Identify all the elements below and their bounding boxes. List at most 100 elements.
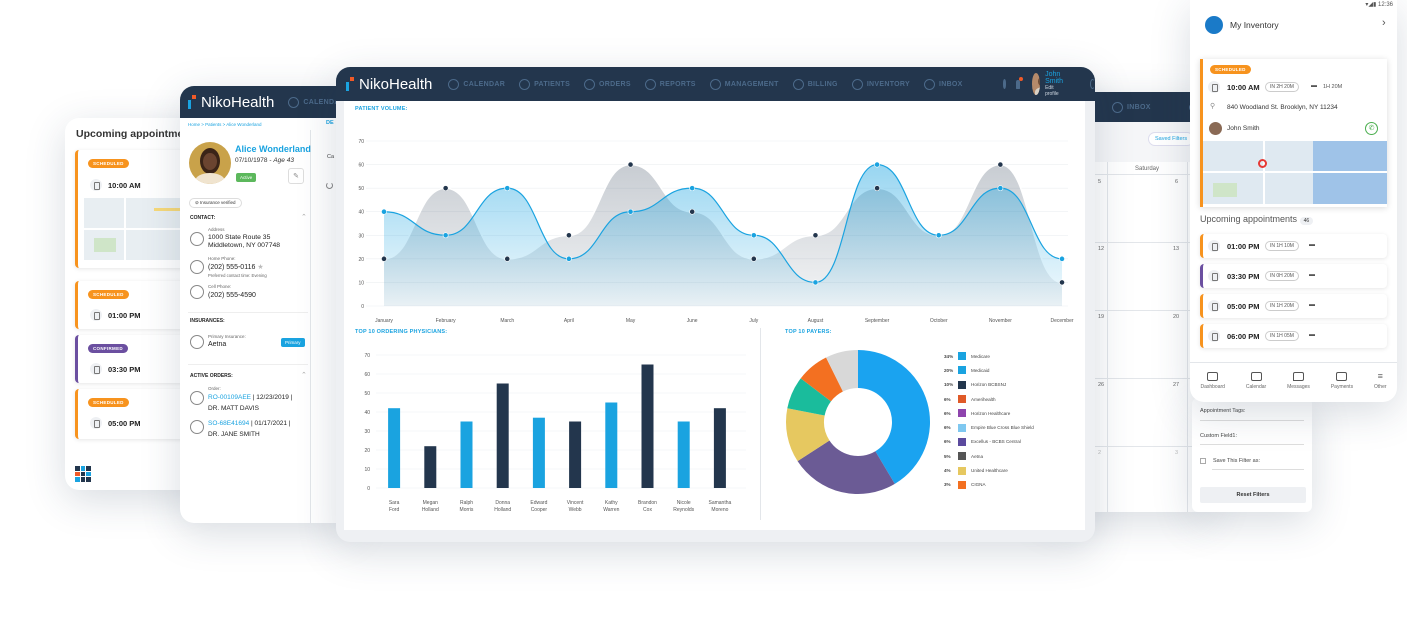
- data-point: [812, 279, 819, 286]
- bar: [424, 446, 437, 488]
- day-number[interactable]: 3: [1175, 450, 1179, 456]
- saved-filters-button[interactable]: Saved Filters: [1148, 132, 1195, 146]
- tab-payments[interactable]: Payments: [1331, 372, 1353, 390]
- order-doctor-1: DR. MATT DAVIS: [208, 405, 259, 412]
- tab-dashboard[interactable]: Dashboard: [1200, 372, 1225, 390]
- bar: [496, 383, 509, 488]
- day-number[interactable]: 13: [1173, 246, 1180, 252]
- legend-percent: 10%: [944, 382, 954, 388]
- car-icon: ▬: [1309, 332, 1315, 338]
- y-tick-label: 70: [364, 353, 370, 359]
- y-tick-label: 20: [364, 448, 370, 454]
- tags-label[interactable]: Appointment Tags:: [1200, 408, 1246, 414]
- left-appt-1[interactable]: SCHEDULED 10:00 AM: [75, 150, 195, 268]
- tab-other[interactable]: ≡ Other: [1374, 371, 1387, 391]
- left-appt-2[interactable]: SCHEDULED 01:00 PM: [75, 281, 195, 329]
- pie-slice: [786, 408, 830, 462]
- nav-calendar[interactable]: CALENDAR: [448, 78, 505, 90]
- x-tick-label: Cox: [643, 507, 652, 513]
- save-filter-checkbox[interactable]: [1200, 458, 1206, 464]
- logout-icon[interactable]: [1089, 79, 1095, 89]
- user-menu[interactable]: John Smith Edit profile: [1045, 71, 1063, 97]
- mobile-appt-4[interactable]: 06:00 PM IN 1H 05M ▬: [1200, 324, 1387, 348]
- collapse-icon[interactable]: ⌃: [301, 372, 307, 379]
- nav-patients[interactable]: PATIENTS: [519, 78, 570, 90]
- day-number[interactable]: 27: [1173, 382, 1180, 388]
- data-point: [1059, 279, 1065, 286]
- brand-logo[interactable]: NikoHealth: [346, 76, 432, 93]
- bar: [605, 402, 618, 488]
- day-number[interactable]: 2: [1098, 450, 1102, 456]
- mobile-appt-3[interactable]: 05:00 PM IN 1H 20M ▬: [1200, 294, 1387, 318]
- legend-item: 4% United Healthcare: [944, 463, 1074, 477]
- top-appointment-card[interactable]: SCHEDULED 10:00 AM IN 2H 20M ▬ 1H 20M ⚲ …: [1200, 59, 1387, 207]
- nav-orders[interactable]: ORDERS: [584, 78, 631, 90]
- address-line-2: Middletown, NY 007748: [208, 242, 281, 249]
- legend-swatch: [958, 466, 966, 475]
- legend-item: 6% Horizon Healthcare: [944, 406, 1074, 420]
- nav-billing[interactable]: BILLING: [792, 78, 838, 90]
- order-link[interactable]: RO-00109AEE: [208, 394, 251, 401]
- bar: [641, 364, 654, 488]
- dashboard-card: NikoHealth CALENDAR PATIENTS ORDERS REPO…: [336, 67, 1095, 542]
- brand-logo[interactable]: NikoHealth: [188, 94, 274, 111]
- day-number[interactable]: 6: [1175, 179, 1179, 185]
- billing-icon: [792, 78, 804, 90]
- status-badge: Active: [236, 173, 257, 182]
- nav-calendar[interactable]: CALENDAR: [288, 96, 345, 108]
- nav-reports[interactable]: REPORTS: [644, 78, 696, 90]
- nav-management[interactable]: MANAGEMENT: [709, 78, 779, 90]
- custom-field-label[interactable]: Custom Field1:: [1200, 433, 1237, 439]
- user-avatar[interactable]: [1031, 73, 1041, 95]
- x-tick-label: Ralph: [460, 500, 473, 506]
- left-appt-4[interactable]: SCHEDULED 05:00 PM: [75, 389, 195, 439]
- legend-swatch: [958, 452, 966, 461]
- patient-volume-panel: PATIENT VOLUME: 0 10 20 30 40 50 60 70 January F…: [344, 101, 1085, 323]
- collapse-icon[interactable]: ⌃: [301, 214, 307, 221]
- legend-swatch: [958, 409, 966, 418]
- day-number[interactable]: 5: [1098, 179, 1102, 185]
- nav-inbox[interactable]: INBOX: [923, 78, 963, 90]
- calendar-icon: [1208, 300, 1220, 312]
- mobile-appt-2[interactable]: 03:30 PM IN 0H 20M ▬: [1200, 264, 1387, 288]
- nav-inventory[interactable]: INVENTORY: [851, 78, 910, 90]
- inbox-icon: [923, 78, 935, 90]
- y-tick-label: 40: [364, 410, 370, 416]
- appt-time: 06:00 PM: [1227, 332, 1260, 341]
- day-number[interactable]: 20: [1173, 314, 1180, 320]
- bell-icon[interactable]: [1016, 76, 1023, 89]
- tab-calendar[interactable]: Calendar: [1246, 372, 1266, 390]
- nav-inbox[interactable]: INBOX: [1112, 101, 1151, 113]
- chevron-right-icon[interactable]: ›: [1382, 17, 1386, 29]
- side-tab[interactable]: Ca: [327, 154, 335, 160]
- legend-label: Empire Blue Cross Blue Shield: [971, 425, 1034, 431]
- y-tick-label: 50: [364, 391, 370, 397]
- mobile-appt-1[interactable]: 01:00 PM IN 1H 10M ▬: [1200, 234, 1387, 258]
- call-button[interactable]: ✆: [1365, 122, 1378, 135]
- edit-profile-link[interactable]: Edit profile: [1045, 85, 1059, 97]
- refresh-icon[interactable]: [326, 182, 333, 189]
- insurances-header: INSURANCES:: [190, 318, 225, 324]
- mobile-header[interactable]: My Inventory: [1230, 20, 1279, 30]
- edit-button[interactable]: ✎: [288, 168, 304, 184]
- tab-messages[interactable]: Messages: [1287, 372, 1310, 390]
- bottom-tab-bar: Dashboard Calendar Messages Payments ≡ Ot…: [1190, 371, 1397, 391]
- calendar-icon: [1208, 330, 1220, 342]
- day-number[interactable]: 12: [1098, 246, 1105, 252]
- status-badge: SCHEDULED: [88, 398, 129, 407]
- day-number[interactable]: 19: [1098, 314, 1105, 320]
- legend-label: CIGNA: [971, 482, 986, 488]
- data-point: [935, 232, 942, 239]
- data-point: [504, 255, 511, 262]
- reports-icon: [644, 78, 656, 90]
- day-number[interactable]: 26: [1098, 382, 1105, 388]
- y-tick-label: 70: [358, 139, 364, 145]
- reset-filters-button[interactable]: Reset Filters: [1200, 487, 1306, 503]
- left-appt-3[interactable]: CONFIRMED 03:30 PM: [75, 335, 195, 383]
- breadcrumb[interactable]: Home > Patients > Alice Wonderland: [188, 122, 262, 127]
- data-point: [566, 255, 572, 262]
- data-point: [750, 255, 757, 262]
- order-link[interactable]: SO-68E41694: [208, 420, 250, 427]
- cell-phone: (202) 555-4590: [208, 292, 256, 299]
- help-icon[interactable]: [1002, 79, 1007, 89]
